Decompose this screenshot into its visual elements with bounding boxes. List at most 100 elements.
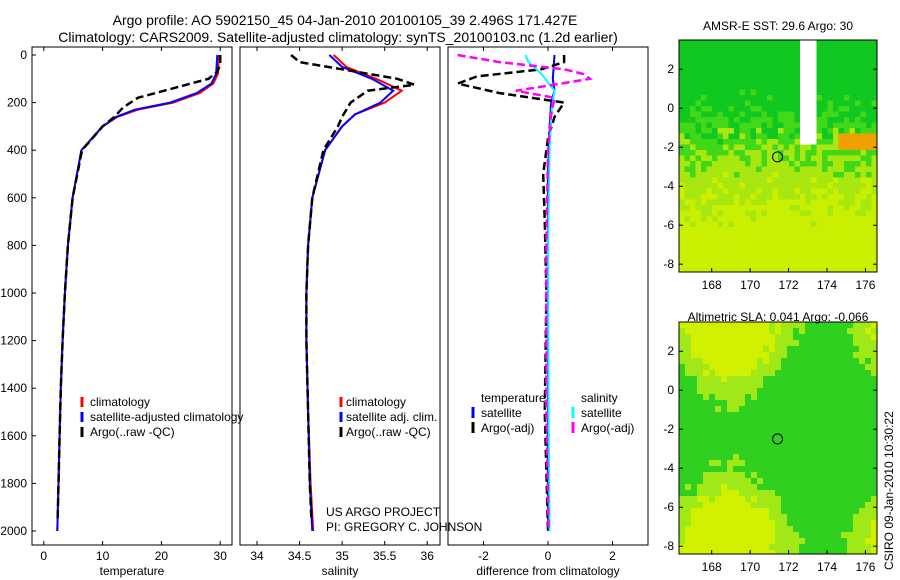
map-cell [800,111,806,118]
map-cell [853,364,860,371]
map-cell [745,172,751,178]
map-cell [865,388,872,395]
map-cell [690,106,696,112]
map-cell [763,424,770,431]
map-cell [794,78,801,85]
map-cell [701,56,707,63]
map-cell [763,358,770,365]
map-cell [690,128,696,134]
map-cell [761,100,768,107]
map-cell [833,199,839,206]
map-cell [703,526,710,533]
map-cell [800,260,806,266]
map-cell [691,328,698,335]
map-cell [829,334,836,341]
map-cell [855,183,861,189]
map-cell [751,424,758,431]
map-cell [685,442,692,449]
map-cell [756,260,762,266]
map-cell [679,199,685,206]
map-cell [727,460,734,467]
map-cell [701,62,707,68]
map-cell [679,210,685,217]
map-cell [772,183,779,189]
map-cell [783,249,790,255]
map-cell [739,376,746,383]
map-cell [827,62,834,68]
map-cell [684,40,691,46]
map-cell [679,322,686,329]
map-cell [723,221,729,228]
legend-label: satellite adj. clim. [346,410,437,424]
map-cell [727,442,734,449]
map-cell [860,56,867,63]
map-cell [695,139,702,145]
map-cell [745,249,751,255]
map-cell [811,514,818,521]
map-cell [727,328,734,335]
map-cell [853,436,860,443]
map-cell [691,484,698,491]
map-cell [811,78,817,85]
map-cell [697,532,704,539]
map-cell [781,388,788,395]
map-cell [697,352,704,359]
map-cell [739,100,746,107]
map-cell [715,520,722,527]
map-cell [763,496,770,503]
map-cell [817,490,824,497]
map-cell [712,166,718,173]
map-cell [871,502,878,509]
map-cell [701,221,707,228]
map-cell [811,394,818,401]
map-cell [799,400,806,407]
map-cell [799,550,806,555]
map-cell [849,199,856,206]
map-cell [717,188,724,195]
map-cell [829,406,836,413]
map-cell [750,260,757,266]
map-cell [679,194,685,200]
map-cell [838,84,845,90]
map-cell [811,502,818,509]
map-cell [679,370,686,377]
map-cell [712,243,718,250]
map-cell [849,227,856,233]
map-cell [816,155,823,162]
map-cell [697,442,704,449]
map-cell [767,254,773,261]
map-cell [783,67,790,74]
map-cell [701,183,707,189]
map-cell [745,490,752,497]
map-cell [739,232,746,239]
map-cell [800,221,806,228]
map-cell [789,40,795,46]
map-cell [739,117,746,123]
y-tick-label: 2 [667,344,674,358]
map-cell [763,370,770,377]
map-cell [751,364,758,371]
map-cell [734,155,740,162]
map-cell [871,199,878,206]
map-cell [697,484,704,491]
map-cell [800,95,806,101]
map-cell [684,205,691,211]
map-cell [767,199,773,206]
map-cell [775,442,782,449]
map-cell [853,346,860,353]
map-cell [706,166,713,173]
map-cell [859,358,866,365]
map-cell [775,526,782,533]
map-cell [827,122,834,129]
map-cell [853,484,860,491]
map-cell [859,538,866,545]
map-cell [844,265,850,272]
map-cell [817,442,824,449]
map-cell [800,166,806,173]
map-cell [772,133,779,140]
map-cell [805,478,812,485]
map-cell [817,418,824,425]
map-cell [829,388,836,395]
map-cell [701,260,707,266]
map-cell [800,51,806,57]
